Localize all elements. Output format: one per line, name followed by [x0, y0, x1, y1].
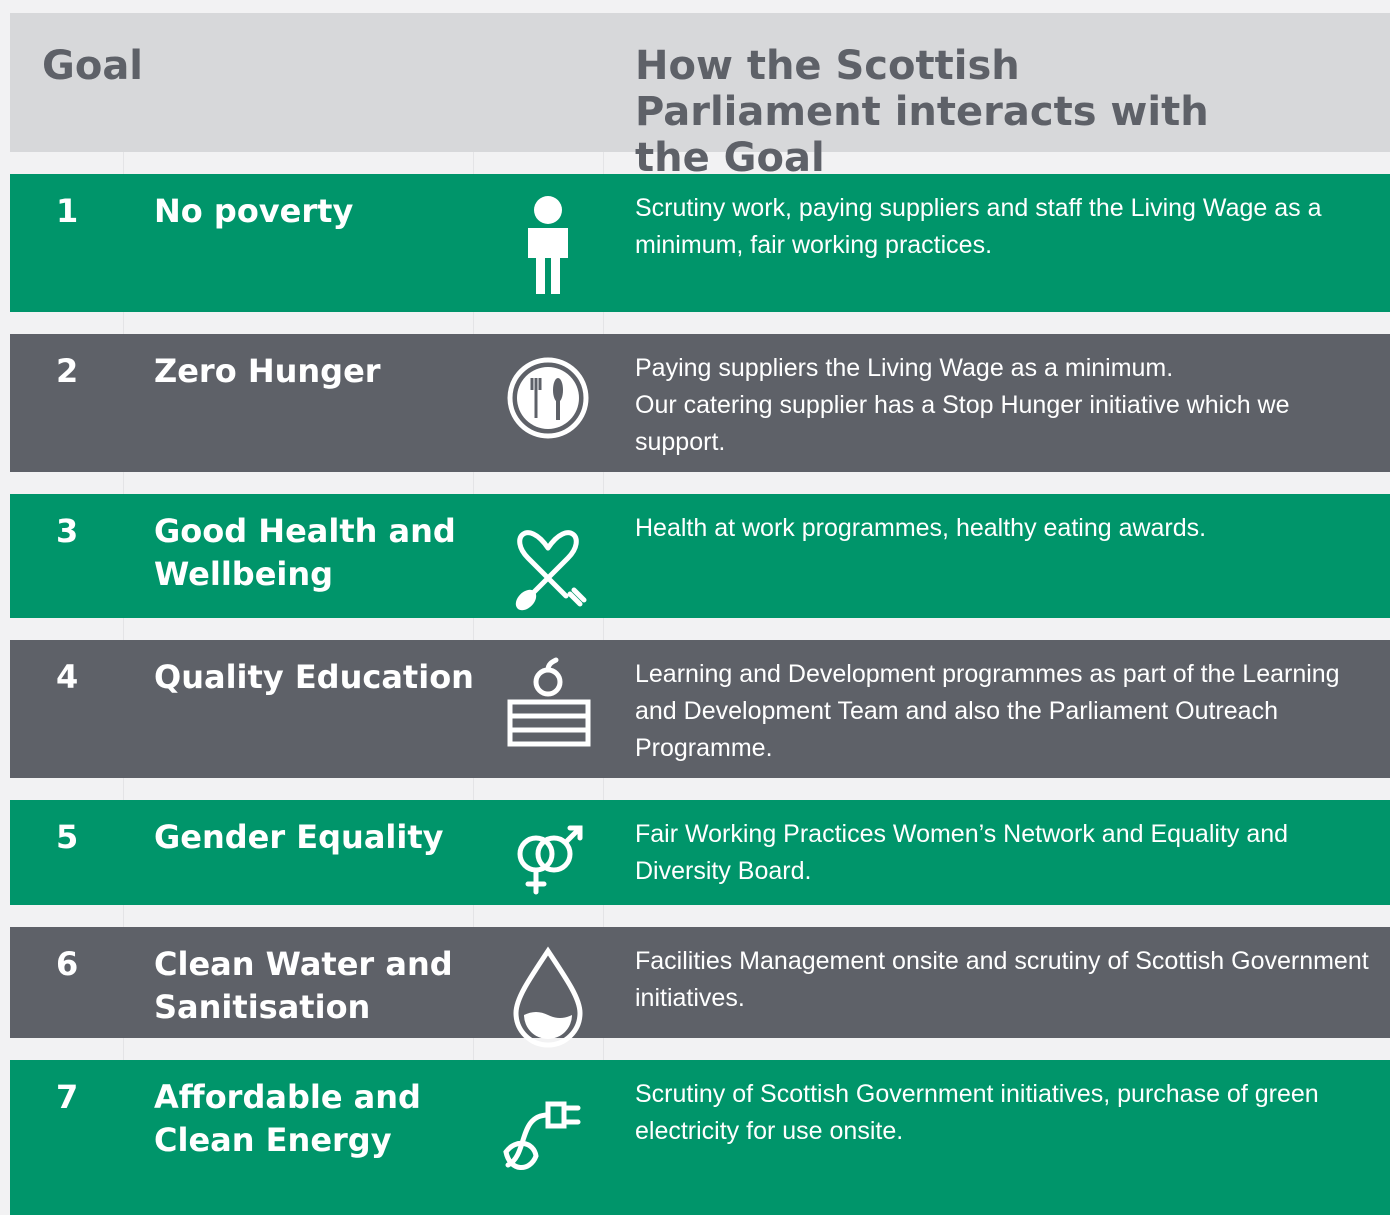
goal-name: Affordable and Clean Energy	[154, 1078, 421, 1159]
goal-row: 1 No poverty Scrutiny work, paying supplie…	[10, 174, 1390, 312]
goal-description: Scrutiny work, paying suppliers and staf…	[635, 190, 1385, 264]
goal-name: Good Health and Wellbeing	[154, 512, 456, 593]
goal-number: 7	[56, 1078, 79, 1116]
goal-icon	[507, 657, 591, 747]
goal-row: 2 Zero Hunger Paying suppliers the Living …	[10, 334, 1390, 472]
goal-heading: Goal	[42, 43, 144, 89]
goal-number: 5	[56, 818, 79, 856]
goal-description: Fair Working Practices Women’s Network a…	[635, 816, 1385, 890]
goal-number: 6	[56, 945, 79, 983]
table-header: Goal How the Scottish Parliament interac…	[10, 13, 1390, 181]
goal-number: 1	[56, 192, 79, 230]
interaction-heading: How the Scottish Parliament interacts wi…	[635, 43, 1209, 181]
goal-name: No poverty	[154, 192, 354, 230]
goal-row: 5 Gender Equality Fair Working Practices W…	[10, 800, 1390, 905]
description-text: Fair Working Practices Women’s Network a…	[635, 820, 1289, 885]
goal-description: Learning and Development programmes as p…	[635, 656, 1385, 767]
goal-icon	[515, 530, 587, 611]
description-text: Learning and Development programmes as p…	[635, 660, 1340, 762]
description-text: Scrutiny of Scottish Government initiati…	[635, 1080, 1319, 1145]
description-text: Paying suppliers the Living Wage as a mi…	[635, 354, 1174, 382]
goal-row: 4 Quality Education Learning and Developme…	[10, 640, 1390, 778]
description-text: Scrutiny work, paying suppliers and staf…	[635, 194, 1322, 259]
goal-name: Zero Hunger	[154, 352, 381, 390]
goal-description: Facilities Management onsite and scrutin…	[635, 943, 1385, 1017]
description-text: Health at work programmes, healthy eatin…	[635, 514, 1207, 542]
goal-description: Scrutiny of Scottish Government initiati…	[635, 1076, 1385, 1150]
goal-row: 7 Affordable and Clean Energy Scrutiny of …	[10, 1060, 1390, 1215]
goal-description: Paying suppliers the Living Wage as a mi…	[635, 350, 1385, 461]
goal-row: 3 Good Health and Wellbeing Health at work…	[10, 494, 1390, 618]
goal-number: 3	[56, 512, 79, 550]
goal-icon	[507, 357, 589, 439]
goal-icon	[528, 196, 568, 294]
goal-name: Quality Education	[154, 658, 474, 696]
goal-number: 2	[56, 352, 79, 390]
goal-icon	[517, 825, 583, 895]
goal-number: 4	[56, 658, 79, 696]
goal-name: Clean Water and Sanitisation	[154, 945, 453, 1026]
description-text: Our catering supplier has a Stop Hunger …	[635, 391, 1290, 456]
goal-icon	[513, 946, 583, 1048]
goal-icon	[503, 1101, 581, 1170]
goal-name: Gender Equality	[154, 818, 444, 856]
goal-row: 6 Clean Water and Sanitisation Facilities …	[10, 927, 1390, 1048]
description-text: Facilities Management onsite and scrutin…	[635, 947, 1369, 1012]
goal-description: Health at work programmes, healthy eatin…	[635, 510, 1385, 547]
